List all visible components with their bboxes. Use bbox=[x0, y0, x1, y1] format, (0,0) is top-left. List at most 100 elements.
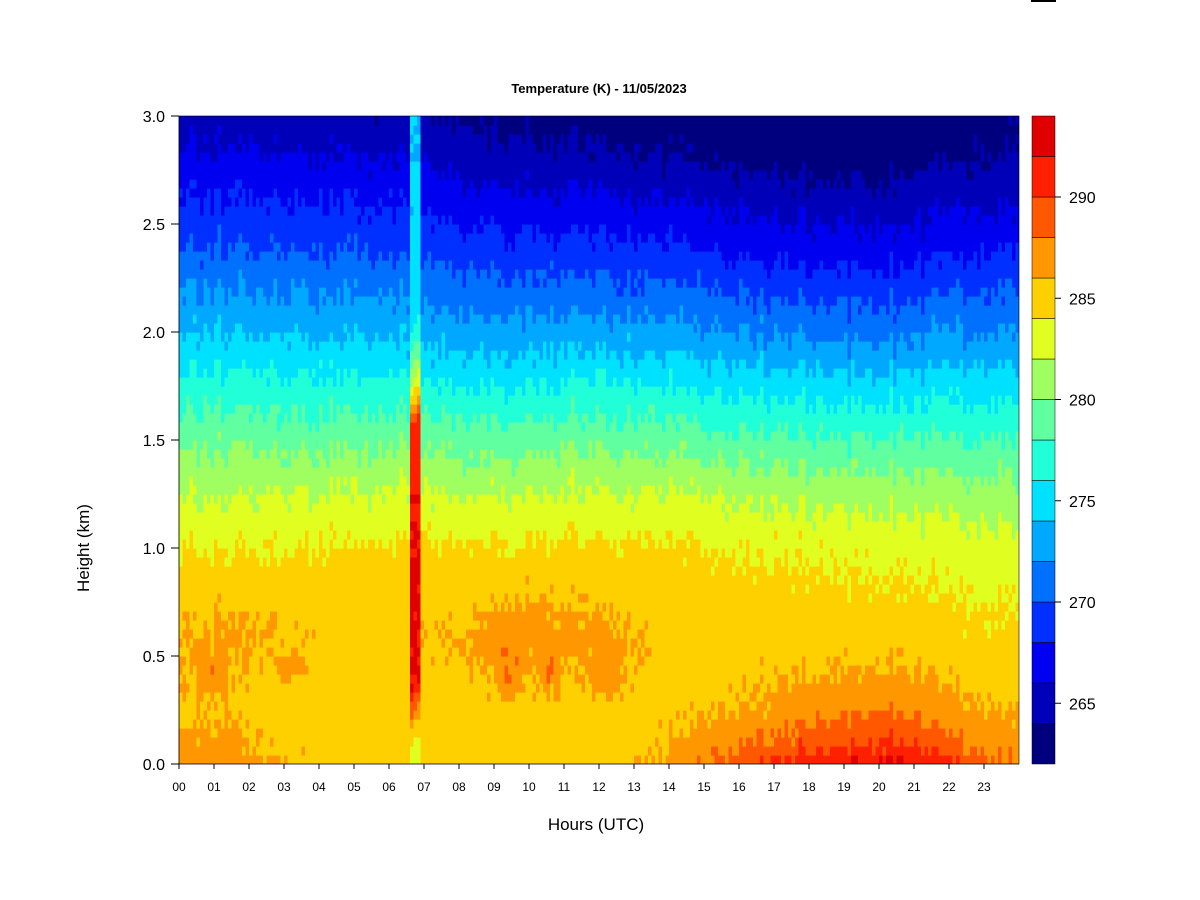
heat-cell bbox=[245, 692, 250, 702]
heat-cell bbox=[329, 494, 334, 504]
heat-cell bbox=[256, 188, 261, 198]
heat-cell bbox=[410, 728, 415, 738]
heat-cell bbox=[298, 161, 303, 171]
heat-cell bbox=[354, 278, 359, 288]
heat-cell bbox=[277, 251, 282, 261]
heat-cell bbox=[252, 746, 257, 756]
heat-cell bbox=[294, 593, 299, 603]
heat-cell bbox=[298, 143, 303, 153]
heat-cell bbox=[221, 314, 226, 324]
heat-cell bbox=[252, 368, 257, 378]
heat-cell bbox=[343, 656, 348, 666]
heat-cell bbox=[382, 368, 387, 378]
heat-cell bbox=[333, 368, 338, 378]
heat-cell bbox=[417, 692, 422, 702]
heat-cell bbox=[396, 710, 401, 720]
heat-cell bbox=[417, 305, 422, 315]
heat-cell bbox=[357, 449, 362, 459]
heat-cell bbox=[319, 215, 324, 225]
heat-cell bbox=[266, 188, 271, 198]
heat-cell bbox=[319, 566, 324, 576]
heat-cell bbox=[186, 692, 191, 702]
heat-cell bbox=[382, 683, 387, 693]
heat-cell bbox=[228, 368, 233, 378]
heat-cell bbox=[322, 701, 327, 711]
heat-cell bbox=[329, 575, 334, 585]
heat-cell bbox=[410, 125, 415, 135]
heat-cell bbox=[287, 134, 292, 144]
heat-cell bbox=[200, 440, 205, 450]
heat-cell bbox=[399, 188, 404, 198]
heat-cell bbox=[354, 656, 359, 666]
heat-cell bbox=[354, 458, 359, 468]
heat-cell bbox=[354, 413, 359, 423]
heat-cell bbox=[259, 602, 264, 612]
heat-cell bbox=[210, 260, 215, 270]
heat-cell bbox=[203, 152, 208, 162]
heat-cell bbox=[298, 647, 303, 657]
heat-cell bbox=[263, 251, 268, 261]
heat-cell bbox=[350, 737, 355, 747]
heat-cell bbox=[245, 539, 250, 549]
heat-cell bbox=[298, 341, 303, 351]
heat-cell bbox=[287, 620, 292, 630]
heat-cell bbox=[214, 602, 219, 612]
heat-cell bbox=[277, 467, 282, 477]
heat-cell bbox=[221, 458, 226, 468]
heat-cell bbox=[266, 548, 271, 558]
heat-cell bbox=[270, 422, 275, 432]
heat-cell bbox=[329, 323, 334, 333]
heat-cell bbox=[210, 251, 215, 261]
heat-cell bbox=[361, 260, 366, 270]
heat-cell bbox=[210, 701, 215, 711]
heat-cell bbox=[392, 431, 397, 441]
heat-cell bbox=[196, 377, 201, 387]
heat-cell bbox=[280, 350, 285, 360]
heat-cell bbox=[354, 170, 359, 180]
heat-cell bbox=[238, 629, 243, 639]
heat-cell bbox=[329, 152, 334, 162]
heat-cell bbox=[200, 467, 205, 477]
heat-cell bbox=[273, 665, 278, 675]
heat-cell bbox=[336, 566, 341, 576]
heat-cell bbox=[284, 350, 289, 360]
heat-cell bbox=[256, 503, 261, 513]
heat-cell bbox=[410, 152, 415, 162]
heat-cell bbox=[294, 647, 299, 657]
heat-cell bbox=[315, 260, 320, 270]
heat-cell bbox=[193, 323, 198, 333]
heat-cell bbox=[350, 404, 355, 414]
heat-cell bbox=[228, 143, 233, 153]
heat-cell bbox=[235, 152, 240, 162]
heat-cell bbox=[403, 503, 408, 513]
heat-cell bbox=[259, 413, 264, 423]
heat-cell bbox=[399, 746, 404, 756]
heat-cell bbox=[210, 467, 215, 477]
heat-cell bbox=[266, 503, 271, 513]
heat-cell bbox=[315, 206, 320, 216]
heat-cell bbox=[406, 755, 411, 764]
heat-cell bbox=[354, 377, 359, 387]
heat-cell bbox=[315, 530, 320, 540]
heat-cell bbox=[385, 260, 390, 270]
heat-cell bbox=[308, 593, 313, 603]
heat-cell bbox=[385, 350, 390, 360]
heat-cell bbox=[364, 467, 369, 477]
heat-cell bbox=[392, 422, 397, 432]
heat-cell bbox=[413, 566, 418, 576]
heat-cell bbox=[252, 152, 257, 162]
heat-cell bbox=[315, 296, 320, 306]
heat-cell bbox=[413, 449, 418, 459]
heat-cell bbox=[186, 197, 191, 207]
heat-cell bbox=[410, 350, 415, 360]
heat-cell bbox=[343, 395, 348, 405]
heat-cell bbox=[364, 692, 369, 702]
heat-cell bbox=[336, 359, 341, 369]
heat-cell bbox=[308, 242, 313, 252]
heat-cell bbox=[203, 674, 208, 684]
heat-cell bbox=[375, 620, 380, 630]
heat-cell bbox=[389, 386, 394, 396]
heat-cell bbox=[189, 530, 194, 540]
heat-cell bbox=[308, 539, 313, 549]
heat-cell bbox=[382, 323, 387, 333]
